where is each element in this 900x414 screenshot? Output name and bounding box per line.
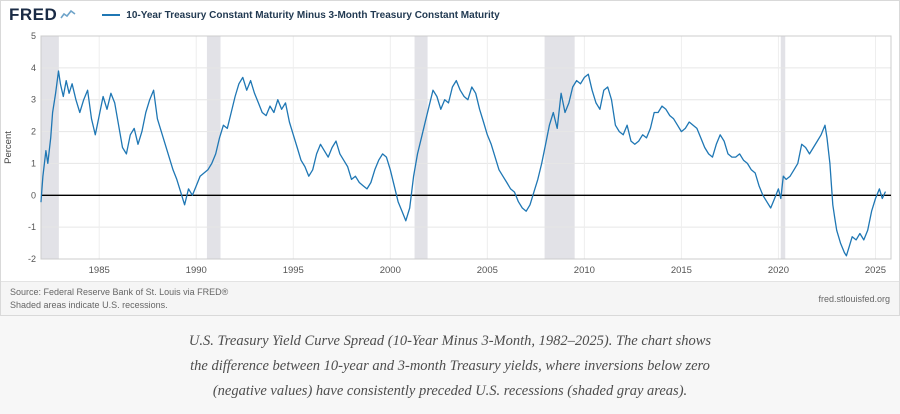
y-tick-label: -2 bbox=[28, 254, 36, 264]
plot-svg[interactable]: 5 4 3 2 1 0 -1 -2 1985 1990 1995 2000 2005 2010 2015 20… bbox=[1, 29, 899, 281]
caption-line-3: (negative values) have consistently prec… bbox=[212, 382, 688, 399]
chart-footer: Source: Federal Reserve Bank of St. Loui… bbox=[1, 281, 899, 315]
source-text: Source: Federal Reserve Bank of St. Loui… bbox=[10, 287, 229, 298]
legend-label: 10-Year Treasury Constant Maturity Minus… bbox=[126, 9, 500, 21]
legend-line-swatch bbox=[102, 14, 121, 16]
y-tick-label: 2 bbox=[31, 127, 36, 137]
series-line bbox=[40, 70, 886, 257]
x-tick-label: 2010 bbox=[574, 265, 595, 276]
source-block: Source: Federal Reserve Bank of St. Loui… bbox=[10, 286, 228, 310]
fred-logo-text: FRED bbox=[9, 5, 58, 24]
y-tick-label: 4 bbox=[31, 63, 36, 73]
x-tick-label: 2015 bbox=[671, 265, 692, 276]
site-url: fred.stlouisfed.org bbox=[818, 293, 890, 304]
y-axis-label: Percent bbox=[3, 131, 14, 164]
legend: 10-Year Treasury Constant Maturity Minus… bbox=[102, 9, 500, 21]
y-tick-label: 3 bbox=[31, 95, 36, 105]
x-tick-label: 1995 bbox=[283, 265, 304, 276]
x-tick-label: 2020 bbox=[768, 265, 789, 276]
y-tick-label: 0 bbox=[31, 190, 36, 200]
x-tick-label: 1985 bbox=[89, 265, 110, 276]
plot-area: 5 4 3 2 1 0 -1 -2 1985 1990 1995 2000 2005 2010 2015 20… bbox=[1, 29, 899, 281]
caption: U.S. Treasury Yield Curve Spread (10-Yea… bbox=[0, 316, 900, 414]
recession-band bbox=[544, 36, 575, 259]
x-tick-label: 2005 bbox=[477, 265, 498, 276]
fred-logo[interactable]: FRED bbox=[9, 5, 76, 25]
recession-band bbox=[414, 36, 428, 259]
caption-line-2: the difference between 10-year and 3-mon… bbox=[190, 357, 710, 374]
y-tick-label: 1 bbox=[31, 158, 36, 168]
fred-squiggle-icon bbox=[60, 9, 76, 19]
recession-band bbox=[206, 36, 221, 259]
caption-line-1: U.S. Treasury Yield Curve Spread (10-Yea… bbox=[188, 333, 712, 349]
chart-header: FRED 10-Year Treasury Constant Maturity … bbox=[1, 1, 899, 29]
y-tick-label: 5 bbox=[31, 31, 36, 41]
fred-chart-card: FRED 10-Year Treasury Constant Maturity … bbox=[0, 0, 900, 316]
recession-note: Shaded areas indicate U.S. recessions. bbox=[10, 299, 168, 310]
x-tick-label: 2000 bbox=[380, 265, 401, 276]
recession-band bbox=[780, 36, 786, 259]
y-tick-label: -1 bbox=[28, 222, 36, 232]
x-tick-label: 2025 bbox=[865, 265, 886, 276]
x-tick-label: 1990 bbox=[186, 265, 207, 276]
